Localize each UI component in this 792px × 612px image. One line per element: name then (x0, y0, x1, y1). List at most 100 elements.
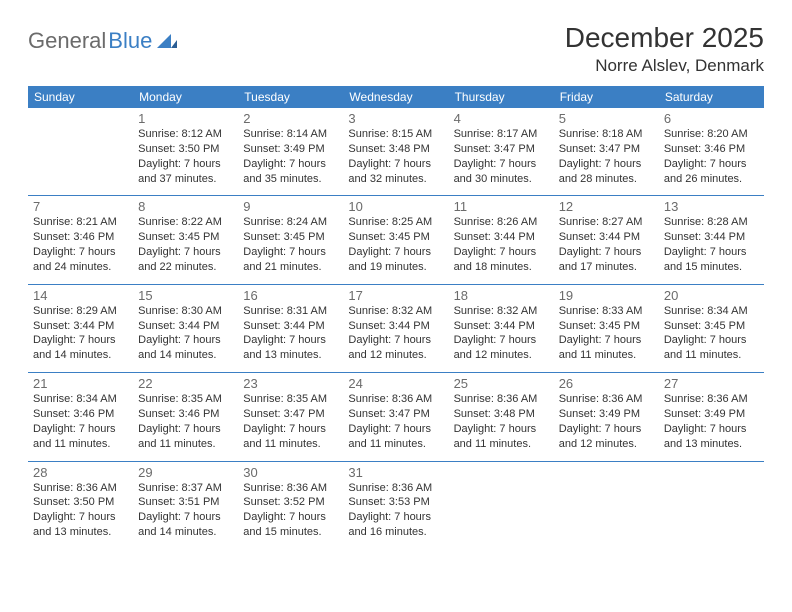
calendar-day-cell: 11Sunrise: 8:26 AMSunset: 3:44 PMDayligh… (449, 196, 554, 284)
logo-triangle-icon (157, 28, 177, 54)
day-number: 12 (559, 199, 654, 214)
day-info: Sunrise: 8:35 AMSunset: 3:46 PMDaylight:… (138, 392, 233, 451)
calendar-day-cell: 20Sunrise: 8:34 AMSunset: 3:45 PMDayligh… (659, 284, 764, 372)
day-info: Sunrise: 8:36 AMSunset: 3:52 PMDaylight:… (243, 481, 338, 540)
calendar-day-cell (554, 461, 659, 549)
calendar-day-cell: 15Sunrise: 8:30 AMSunset: 3:44 PMDayligh… (133, 284, 238, 372)
calendar-day-cell: 10Sunrise: 8:25 AMSunset: 3:45 PMDayligh… (343, 196, 448, 284)
day-number: 11 (454, 199, 549, 214)
calendar-week-row: 7Sunrise: 8:21 AMSunset: 3:46 PMDaylight… (28, 196, 764, 284)
day-number: 24 (348, 376, 443, 391)
day-info: Sunrise: 8:25 AMSunset: 3:45 PMDaylight:… (348, 215, 443, 274)
calendar-day-cell: 16Sunrise: 8:31 AMSunset: 3:44 PMDayligh… (238, 284, 343, 372)
logo: GeneralBlue (28, 22, 177, 54)
day-number: 31 (348, 465, 443, 480)
day-number: 8 (138, 199, 233, 214)
calendar-day-cell: 26Sunrise: 8:36 AMSunset: 3:49 PMDayligh… (554, 373, 659, 461)
weekday-header-row: SundayMondayTuesdayWednesdayThursdayFrid… (28, 86, 764, 108)
calendar-day-cell: 17Sunrise: 8:32 AMSunset: 3:44 PMDayligh… (343, 284, 448, 372)
calendar-day-cell: 18Sunrise: 8:32 AMSunset: 3:44 PMDayligh… (449, 284, 554, 372)
calendar-day-cell: 22Sunrise: 8:35 AMSunset: 3:46 PMDayligh… (133, 373, 238, 461)
calendar-week-row: 14Sunrise: 8:29 AMSunset: 3:44 PMDayligh… (28, 284, 764, 372)
day-info: Sunrise: 8:14 AMSunset: 3:49 PMDaylight:… (243, 127, 338, 186)
title-block: December 2025 Norre Alslev, Denmark (565, 22, 764, 76)
calendar-day-cell: 8Sunrise: 8:22 AMSunset: 3:45 PMDaylight… (133, 196, 238, 284)
day-number: 27 (664, 376, 759, 391)
header: GeneralBlue December 2025 Norre Alslev, … (28, 22, 764, 76)
weekday-header: Monday (133, 86, 238, 108)
calendar-day-cell (659, 461, 764, 549)
day-info: Sunrise: 8:15 AMSunset: 3:48 PMDaylight:… (348, 127, 443, 186)
calendar-day-cell: 7Sunrise: 8:21 AMSunset: 3:46 PMDaylight… (28, 196, 133, 284)
day-info: Sunrise: 8:24 AMSunset: 3:45 PMDaylight:… (243, 215, 338, 274)
weekday-header: Friday (554, 86, 659, 108)
day-number: 18 (454, 288, 549, 303)
day-info: Sunrise: 8:21 AMSunset: 3:46 PMDaylight:… (33, 215, 128, 274)
day-info: Sunrise: 8:12 AMSunset: 3:50 PMDaylight:… (138, 127, 233, 186)
day-number: 14 (33, 288, 128, 303)
day-info: Sunrise: 8:36 AMSunset: 3:47 PMDaylight:… (348, 392, 443, 451)
calendar-day-cell: 28Sunrise: 8:36 AMSunset: 3:50 PMDayligh… (28, 461, 133, 549)
calendar-day-cell: 6Sunrise: 8:20 AMSunset: 3:46 PMDaylight… (659, 108, 764, 196)
calendar-day-cell: 27Sunrise: 8:36 AMSunset: 3:49 PMDayligh… (659, 373, 764, 461)
day-number: 26 (559, 376, 654, 391)
day-info: Sunrise: 8:36 AMSunset: 3:50 PMDaylight:… (33, 481, 128, 540)
calendar-day-cell (449, 461, 554, 549)
logo-text-general: General (28, 28, 106, 54)
day-info: Sunrise: 8:26 AMSunset: 3:44 PMDaylight:… (454, 215, 549, 274)
calendar-day-cell: 13Sunrise: 8:28 AMSunset: 3:44 PMDayligh… (659, 196, 764, 284)
calendar-day-cell: 29Sunrise: 8:37 AMSunset: 3:51 PMDayligh… (133, 461, 238, 549)
day-info: Sunrise: 8:36 AMSunset: 3:53 PMDaylight:… (348, 481, 443, 540)
day-number: 13 (664, 199, 759, 214)
calendar-day-cell: 1Sunrise: 8:12 AMSunset: 3:50 PMDaylight… (133, 108, 238, 196)
calendar-day-cell: 25Sunrise: 8:36 AMSunset: 3:48 PMDayligh… (449, 373, 554, 461)
calendar-day-cell: 21Sunrise: 8:34 AMSunset: 3:46 PMDayligh… (28, 373, 133, 461)
day-info: Sunrise: 8:35 AMSunset: 3:47 PMDaylight:… (243, 392, 338, 451)
day-number: 1 (138, 111, 233, 126)
weekday-header: Wednesday (343, 86, 448, 108)
calendar-week-row: 1Sunrise: 8:12 AMSunset: 3:50 PMDaylight… (28, 108, 764, 196)
month-title: December 2025 (565, 22, 764, 54)
calendar-week-row: 21Sunrise: 8:34 AMSunset: 3:46 PMDayligh… (28, 373, 764, 461)
day-number: 29 (138, 465, 233, 480)
day-number: 4 (454, 111, 549, 126)
day-info: Sunrise: 8:36 AMSunset: 3:49 PMDaylight:… (559, 392, 654, 451)
day-number: 25 (454, 376, 549, 391)
day-info: Sunrise: 8:36 AMSunset: 3:49 PMDaylight:… (664, 392, 759, 451)
calendar-day-cell: 5Sunrise: 8:18 AMSunset: 3:47 PMDaylight… (554, 108, 659, 196)
calendar-week-row: 28Sunrise: 8:36 AMSunset: 3:50 PMDayligh… (28, 461, 764, 549)
weekday-header: Sunday (28, 86, 133, 108)
calendar-day-cell: 12Sunrise: 8:27 AMSunset: 3:44 PMDayligh… (554, 196, 659, 284)
day-number: 28 (33, 465, 128, 480)
day-info: Sunrise: 8:32 AMSunset: 3:44 PMDaylight:… (454, 304, 549, 363)
calendar-day-cell: 9Sunrise: 8:24 AMSunset: 3:45 PMDaylight… (238, 196, 343, 284)
day-info: Sunrise: 8:30 AMSunset: 3:44 PMDaylight:… (138, 304, 233, 363)
weekday-header: Saturday (659, 86, 764, 108)
day-number: 19 (559, 288, 654, 303)
day-number: 16 (243, 288, 338, 303)
logo-text-blue: Blue (108, 28, 152, 54)
day-number: 3 (348, 111, 443, 126)
calendar-day-cell: 2Sunrise: 8:14 AMSunset: 3:49 PMDaylight… (238, 108, 343, 196)
day-info: Sunrise: 8:22 AMSunset: 3:45 PMDaylight:… (138, 215, 233, 274)
day-number: 30 (243, 465, 338, 480)
day-number: 5 (559, 111, 654, 126)
day-number: 2 (243, 111, 338, 126)
calendar-day-cell (28, 108, 133, 196)
day-number: 9 (243, 199, 338, 214)
day-info: Sunrise: 8:33 AMSunset: 3:45 PMDaylight:… (559, 304, 654, 363)
location: Norre Alslev, Denmark (565, 56, 764, 76)
weekday-header: Thursday (449, 86, 554, 108)
day-info: Sunrise: 8:20 AMSunset: 3:46 PMDaylight:… (664, 127, 759, 186)
day-info: Sunrise: 8:27 AMSunset: 3:44 PMDaylight:… (559, 215, 654, 274)
calendar-body: 1Sunrise: 8:12 AMSunset: 3:50 PMDaylight… (28, 108, 764, 549)
calendar-day-cell: 14Sunrise: 8:29 AMSunset: 3:44 PMDayligh… (28, 284, 133, 372)
day-number: 7 (33, 199, 128, 214)
day-number: 20 (664, 288, 759, 303)
calendar-day-cell: 23Sunrise: 8:35 AMSunset: 3:47 PMDayligh… (238, 373, 343, 461)
calendar-day-cell: 30Sunrise: 8:36 AMSunset: 3:52 PMDayligh… (238, 461, 343, 549)
weekday-header: Tuesday (238, 86, 343, 108)
day-info: Sunrise: 8:17 AMSunset: 3:47 PMDaylight:… (454, 127, 549, 186)
day-info: Sunrise: 8:31 AMSunset: 3:44 PMDaylight:… (243, 304, 338, 363)
calendar-day-cell: 3Sunrise: 8:15 AMSunset: 3:48 PMDaylight… (343, 108, 448, 196)
